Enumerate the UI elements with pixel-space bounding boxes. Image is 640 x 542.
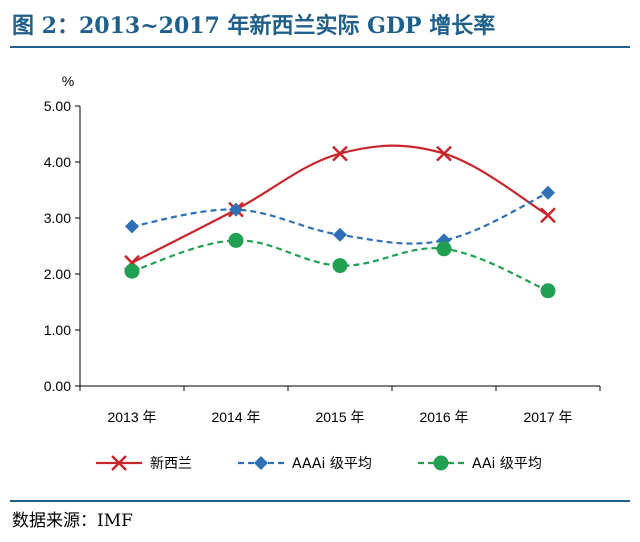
data-point: [124, 263, 140, 279]
data-point: [436, 241, 452, 257]
series-line: [131, 144, 549, 264]
series-line: [131, 239, 549, 292]
legend-label: 新西兰: [150, 456, 192, 472]
footer-divider: [10, 500, 630, 502]
legend-swatch-marker: [111, 455, 127, 471]
legend-swatch-marker: [254, 456, 268, 470]
series-3: [124, 232, 556, 299]
data-point: [333, 227, 347, 242]
legend-entry: AAAi 级平均: [238, 456, 372, 472]
x-tick-label: 2013 年: [107, 409, 156, 425]
data-point: [332, 145, 348, 162]
data-point: [436, 145, 452, 162]
title-divider: [10, 46, 630, 48]
y-axis-unit-label: %: [62, 73, 74, 89]
data-point: [332, 258, 348, 274]
y-tick-label: 4.00: [44, 154, 71, 170]
data-point: [229, 202, 243, 217]
data-point: [541, 185, 555, 200]
y-tick-label: 1.00: [44, 322, 71, 338]
data-point: [228, 232, 244, 248]
source-note: 数据来源：IMF: [12, 511, 133, 531]
chart-axes: % 0.00 1.00 2.00 3.00 4.00 5.00 2013 年 2014 年 201…: [44, 73, 601, 425]
legend-label: AAAi 级平均: [292, 456, 372, 472]
chart-series: [124, 144, 556, 299]
line-chart: % 0.00 1.00 2.00 3.00 4.00 5.00 2013 年 2014 年 201…: [44, 73, 601, 472]
legend-entry: AAi 级平均: [418, 455, 542, 472]
y-tick-label: 5.00: [44, 98, 71, 114]
x-tick-label: 2017 年: [523, 409, 572, 425]
x-tick-label: 2015 年: [315, 409, 364, 425]
x-tick-label: 2014 年: [211, 409, 260, 425]
legend-swatch-marker: [433, 455, 449, 471]
y-tick-label: 0.00: [44, 378, 71, 394]
x-tick-label: 2016 年: [419, 409, 468, 425]
data-point: [540, 283, 556, 299]
series-2: [125, 185, 555, 248]
data-point: [125, 219, 139, 234]
chart-legend: 新西兰 AAAi 级平均 AAi 级平均: [96, 455, 542, 472]
chart-title: 图 2：2013~2017 年新西兰实际 GDP 增长率: [12, 13, 496, 39]
legend-entry: 新西兰: [96, 455, 192, 472]
y-tick-label: 3.00: [44, 210, 71, 226]
legend-label: AAi 级平均: [472, 456, 542, 472]
data-point: [540, 207, 556, 224]
y-tick-label: 2.00: [44, 266, 71, 282]
series-1: [124, 144, 556, 271]
